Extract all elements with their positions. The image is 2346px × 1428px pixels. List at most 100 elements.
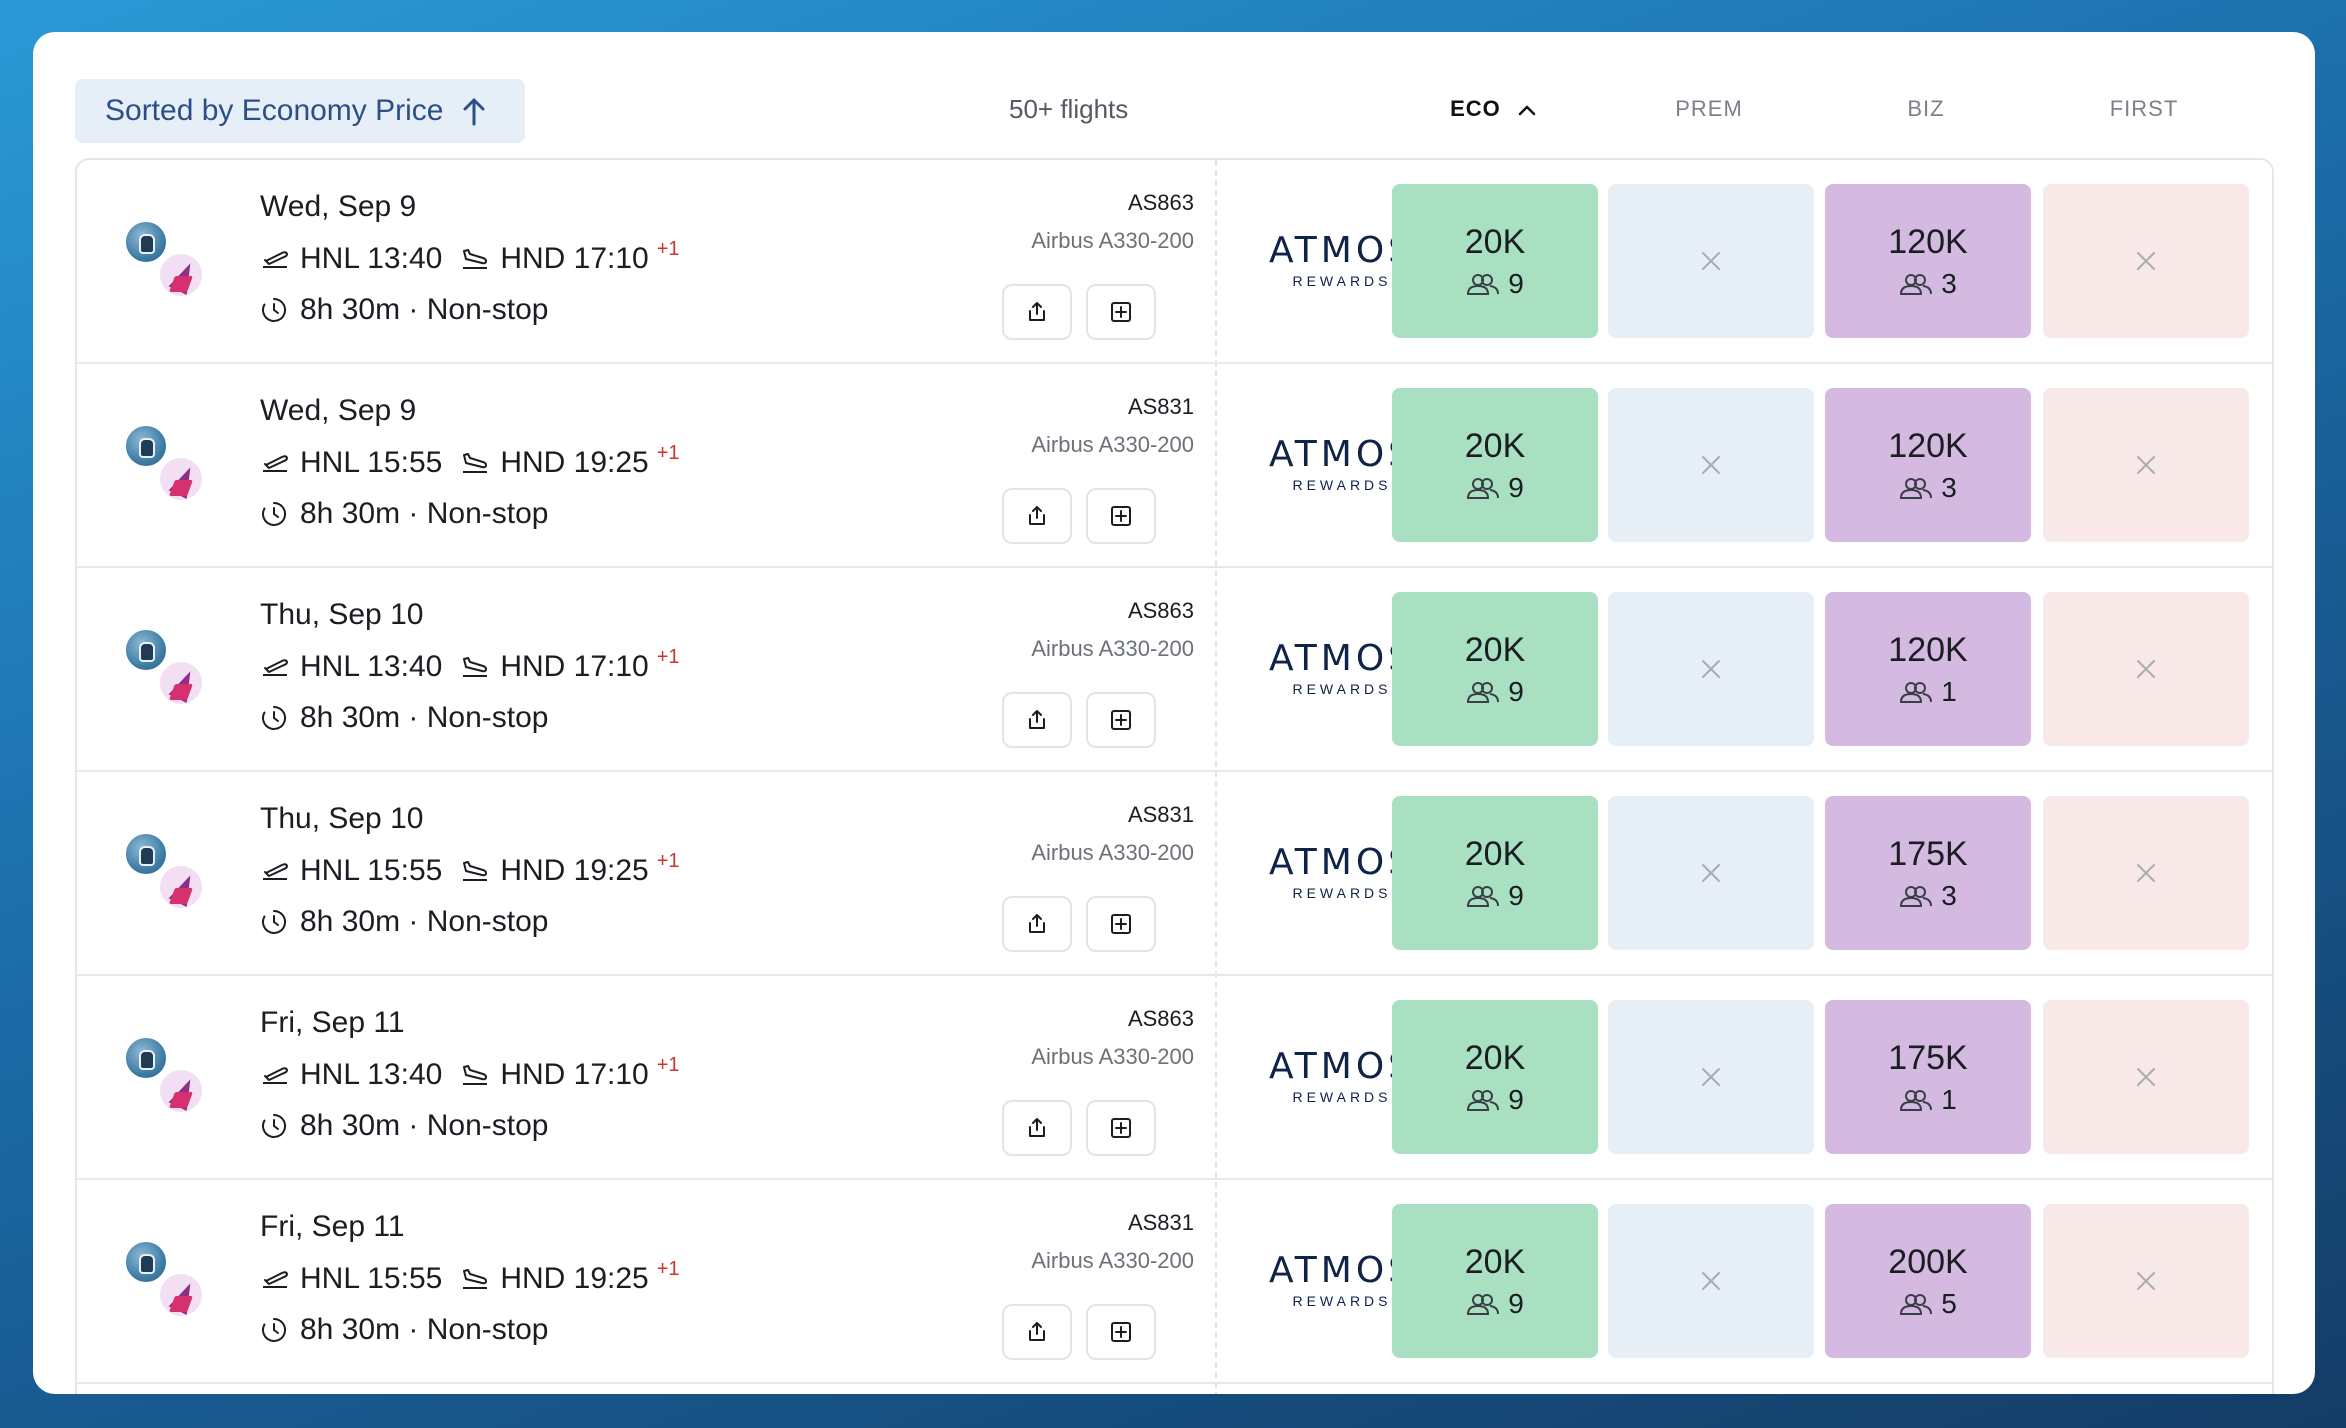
flight-duration: 8h 30m · Non-stop (260, 905, 548, 939)
arrival: HND 17:10 (500, 650, 649, 683)
flight-date: Thu, Sep 10 (260, 802, 424, 835)
atmos-rewards-logo: ATMOS REWARDS (1268, 842, 1416, 901)
aircraft-type: Airbus A330-200 (1031, 228, 1194, 253)
column-eco[interactable]: ECO (1390, 96, 1596, 122)
biz-fare-cell[interactable]: 120K 3 (1825, 388, 2031, 542)
eco-fare-cell[interactable]: 20K 9 (1392, 796, 1598, 950)
prem-fare-cell (1608, 388, 1814, 542)
column-prem[interactable]: PREM (1675, 96, 1743, 121)
first-fare-cell (2043, 796, 2249, 950)
add-button[interactable] (1086, 1304, 1156, 1360)
add-button[interactable] (1086, 284, 1156, 340)
arrival: HND 19:25 (500, 854, 649, 887)
share-button[interactable] (1002, 1100, 1072, 1156)
eco-fare-cell[interactable]: 20K 9 (1392, 388, 1598, 542)
share-button[interactable] (1002, 488, 1072, 544)
flight-number: AS831 (1127, 1210, 1194, 1235)
share-icon (1029, 1322, 1045, 1341)
landing-icon (463, 861, 488, 881)
first-fare-cell (2043, 1000, 2249, 1154)
departure: HNL 15:55 (300, 1262, 443, 1295)
unavailable-icon (1702, 864, 1720, 882)
arrival: HND 19:25 (500, 1262, 649, 1295)
column-biz[interactable]: BIZ (1907, 96, 1945, 121)
flight-number: AS863 (1127, 190, 1194, 215)
biz-fare-cell[interactable]: 120K 3 (1825, 184, 2031, 338)
landing-icon (463, 249, 488, 269)
passengers-icon (1900, 681, 1933, 703)
add-icon (1111, 710, 1131, 730)
passengers-icon (1467, 885, 1500, 907)
add-icon (1111, 506, 1131, 526)
flight-row[interactable]: Fri, Sep 11 HNL 15:55 HND 19:25 +1 8h 30m… (77, 1180, 2272, 1384)
separator-dot: · (400, 293, 427, 326)
prem-fare-cell (1608, 592, 1814, 746)
flight-row[interactable]: Wed, Sep 9 HNL 13:40 HND 17:10 +1 8h 30m … (77, 160, 2272, 364)
flight-date: Thu, Sep 10 (260, 598, 424, 631)
biz-seats: 1 (1899, 1084, 1957, 1116)
hawaiian-airlines-logo (158, 660, 204, 706)
sort-button[interactable]: Sorted by Economy Price (75, 79, 525, 143)
flight-row[interactable]: Fri, Sep 11 HNL 13:40 HND 17:10 +1 8h 30m… (77, 976, 2272, 1180)
share-button[interactable] (1002, 284, 1072, 340)
clock-icon (262, 298, 286, 322)
separator-dot: · (400, 497, 427, 530)
biz-price: 175K (1888, 834, 1968, 873)
airline-avatars (124, 832, 214, 922)
takeoff-icon (263, 1271, 288, 1288)
eco-fare-cell[interactable]: 20K 9 (1392, 184, 1598, 338)
biz-fare-cell[interactable]: 200K 5 (1825, 1204, 2031, 1358)
biz-fare-cell[interactable]: 120K 1 (1825, 592, 2031, 746)
airline-avatars (124, 628, 214, 718)
first-fare-cell (2043, 592, 2249, 746)
duration: 8h 30m (300, 1313, 401, 1346)
clock-icon (262, 502, 286, 526)
chevron-up-icon (1518, 105, 1536, 116)
share-button[interactable] (1002, 896, 1072, 952)
flight-row[interactable]: Wed, Sep 9 HNL 15:55 HND 19:25 +1 8h 30m … (77, 364, 2272, 568)
unavailable-icon (2137, 252, 2155, 270)
add-button[interactable] (1086, 1100, 1156, 1156)
duration: 8h 30m (300, 701, 401, 734)
passengers-icon (1900, 1089, 1933, 1111)
eco-price: 20K (1464, 1038, 1526, 1077)
alaska-airlines-logo (124, 628, 168, 672)
share-button[interactable] (1002, 1304, 1072, 1360)
eco-price: 20K (1464, 426, 1526, 465)
landing-icon (463, 453, 488, 473)
flight-route: HNL 13:40 HND 17:10 +1 (260, 646, 698, 684)
unavailable-icon (2137, 1068, 2155, 1086)
flight-row[interactable]: Thu, Sep 10 HNL 13:40 HND 17:10 +1 8h 30m… (77, 568, 2272, 772)
eco-fare-cell[interactable]: 20K 9 (1392, 592, 1598, 746)
add-button[interactable] (1086, 488, 1156, 544)
biz-price: 200K (1888, 1242, 1968, 1281)
atmos-rewards-logo: ATMOS REWARDS (1268, 1046, 1416, 1105)
add-button[interactable] (1086, 692, 1156, 748)
eco-fare-cell[interactable]: 20K 9 (1392, 1000, 1598, 1154)
eco-fare-cell[interactable]: 20K 9 (1392, 1204, 1598, 1358)
hawaiian-airlines-logo (158, 864, 204, 910)
flight-row[interactable]: Thu, Sep 10 HNL 15:55 HND 19:25 +1 8h 30m… (77, 772, 2272, 976)
atmos-rewards-logo: ATMOS REWARDS (1268, 434, 1416, 493)
flight-duration: 8h 30m · Non-stop (260, 701, 548, 735)
biz-price: 120K (1888, 630, 1968, 669)
add-button[interactable] (1086, 896, 1156, 952)
airline-avatars (124, 1036, 214, 1126)
passengers-icon (1900, 273, 1933, 295)
first-fare-cell (2043, 184, 2249, 338)
flight-route: HNL 15:55 HND 19:25 +1 (260, 442, 698, 480)
day-offset: +1 (656, 441, 680, 464)
eco-price: 20K (1464, 834, 1526, 873)
takeoff-icon (263, 659, 288, 676)
unavailable-icon (2137, 456, 2155, 474)
biz-fare-cell[interactable]: 175K 3 (1825, 796, 2031, 950)
departure: HNL 15:55 (300, 446, 443, 479)
unavailable-icon (1702, 660, 1720, 678)
share-button[interactable] (1002, 692, 1072, 748)
passengers-icon (1900, 1293, 1933, 1315)
biz-fare-cell[interactable]: 175K 1 (1825, 1000, 2031, 1154)
column-first[interactable]: FIRST (2109, 96, 2179, 121)
add-icon (1111, 1322, 1131, 1342)
flight-date: Fri, Sep 11 (260, 1006, 405, 1039)
eco-price: 20K (1464, 222, 1526, 261)
